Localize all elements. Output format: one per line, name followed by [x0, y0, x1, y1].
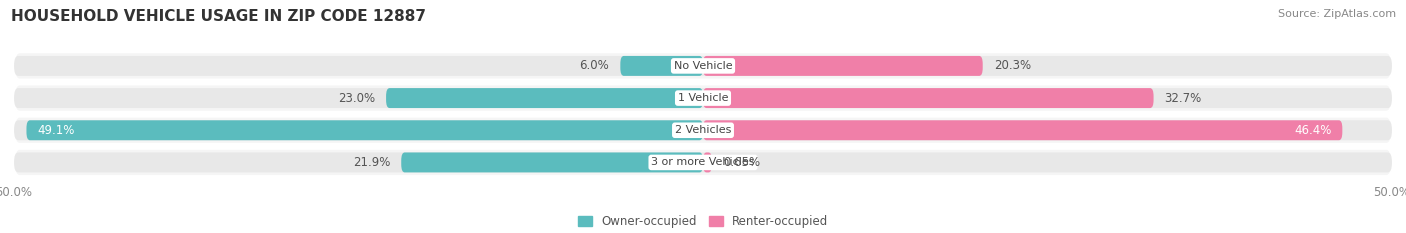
Text: HOUSEHOLD VEHICLE USAGE IN ZIP CODE 12887: HOUSEHOLD VEHICLE USAGE IN ZIP CODE 1288… [11, 9, 426, 24]
Legend: Owner-occupied, Renter-occupied: Owner-occupied, Renter-occupied [572, 210, 834, 233]
Text: No Vehicle: No Vehicle [673, 61, 733, 71]
Text: 0.65%: 0.65% [723, 156, 761, 169]
FancyBboxPatch shape [14, 152, 1392, 172]
FancyBboxPatch shape [401, 152, 703, 172]
FancyBboxPatch shape [14, 88, 1392, 108]
FancyBboxPatch shape [14, 116, 1392, 144]
FancyBboxPatch shape [14, 149, 1392, 176]
FancyBboxPatch shape [14, 120, 1392, 140]
FancyBboxPatch shape [27, 120, 703, 140]
FancyBboxPatch shape [703, 56, 983, 76]
FancyBboxPatch shape [703, 88, 1153, 108]
Text: 46.4%: 46.4% [1294, 124, 1331, 137]
FancyBboxPatch shape [14, 52, 1392, 80]
FancyBboxPatch shape [620, 56, 703, 76]
Text: Source: ZipAtlas.com: Source: ZipAtlas.com [1278, 9, 1396, 19]
Text: 2 Vehicles: 2 Vehicles [675, 125, 731, 135]
FancyBboxPatch shape [14, 56, 1392, 76]
FancyBboxPatch shape [703, 120, 1343, 140]
Text: 23.0%: 23.0% [337, 92, 375, 105]
Text: 3 or more Vehicles: 3 or more Vehicles [651, 158, 755, 168]
Text: 1 Vehicle: 1 Vehicle [678, 93, 728, 103]
Text: 32.7%: 32.7% [1164, 92, 1202, 105]
FancyBboxPatch shape [387, 88, 703, 108]
Text: 49.1%: 49.1% [38, 124, 75, 137]
FancyBboxPatch shape [703, 152, 711, 172]
Text: 6.0%: 6.0% [579, 59, 609, 72]
Text: 20.3%: 20.3% [994, 59, 1031, 72]
FancyBboxPatch shape [14, 84, 1392, 112]
Text: 21.9%: 21.9% [353, 156, 391, 169]
